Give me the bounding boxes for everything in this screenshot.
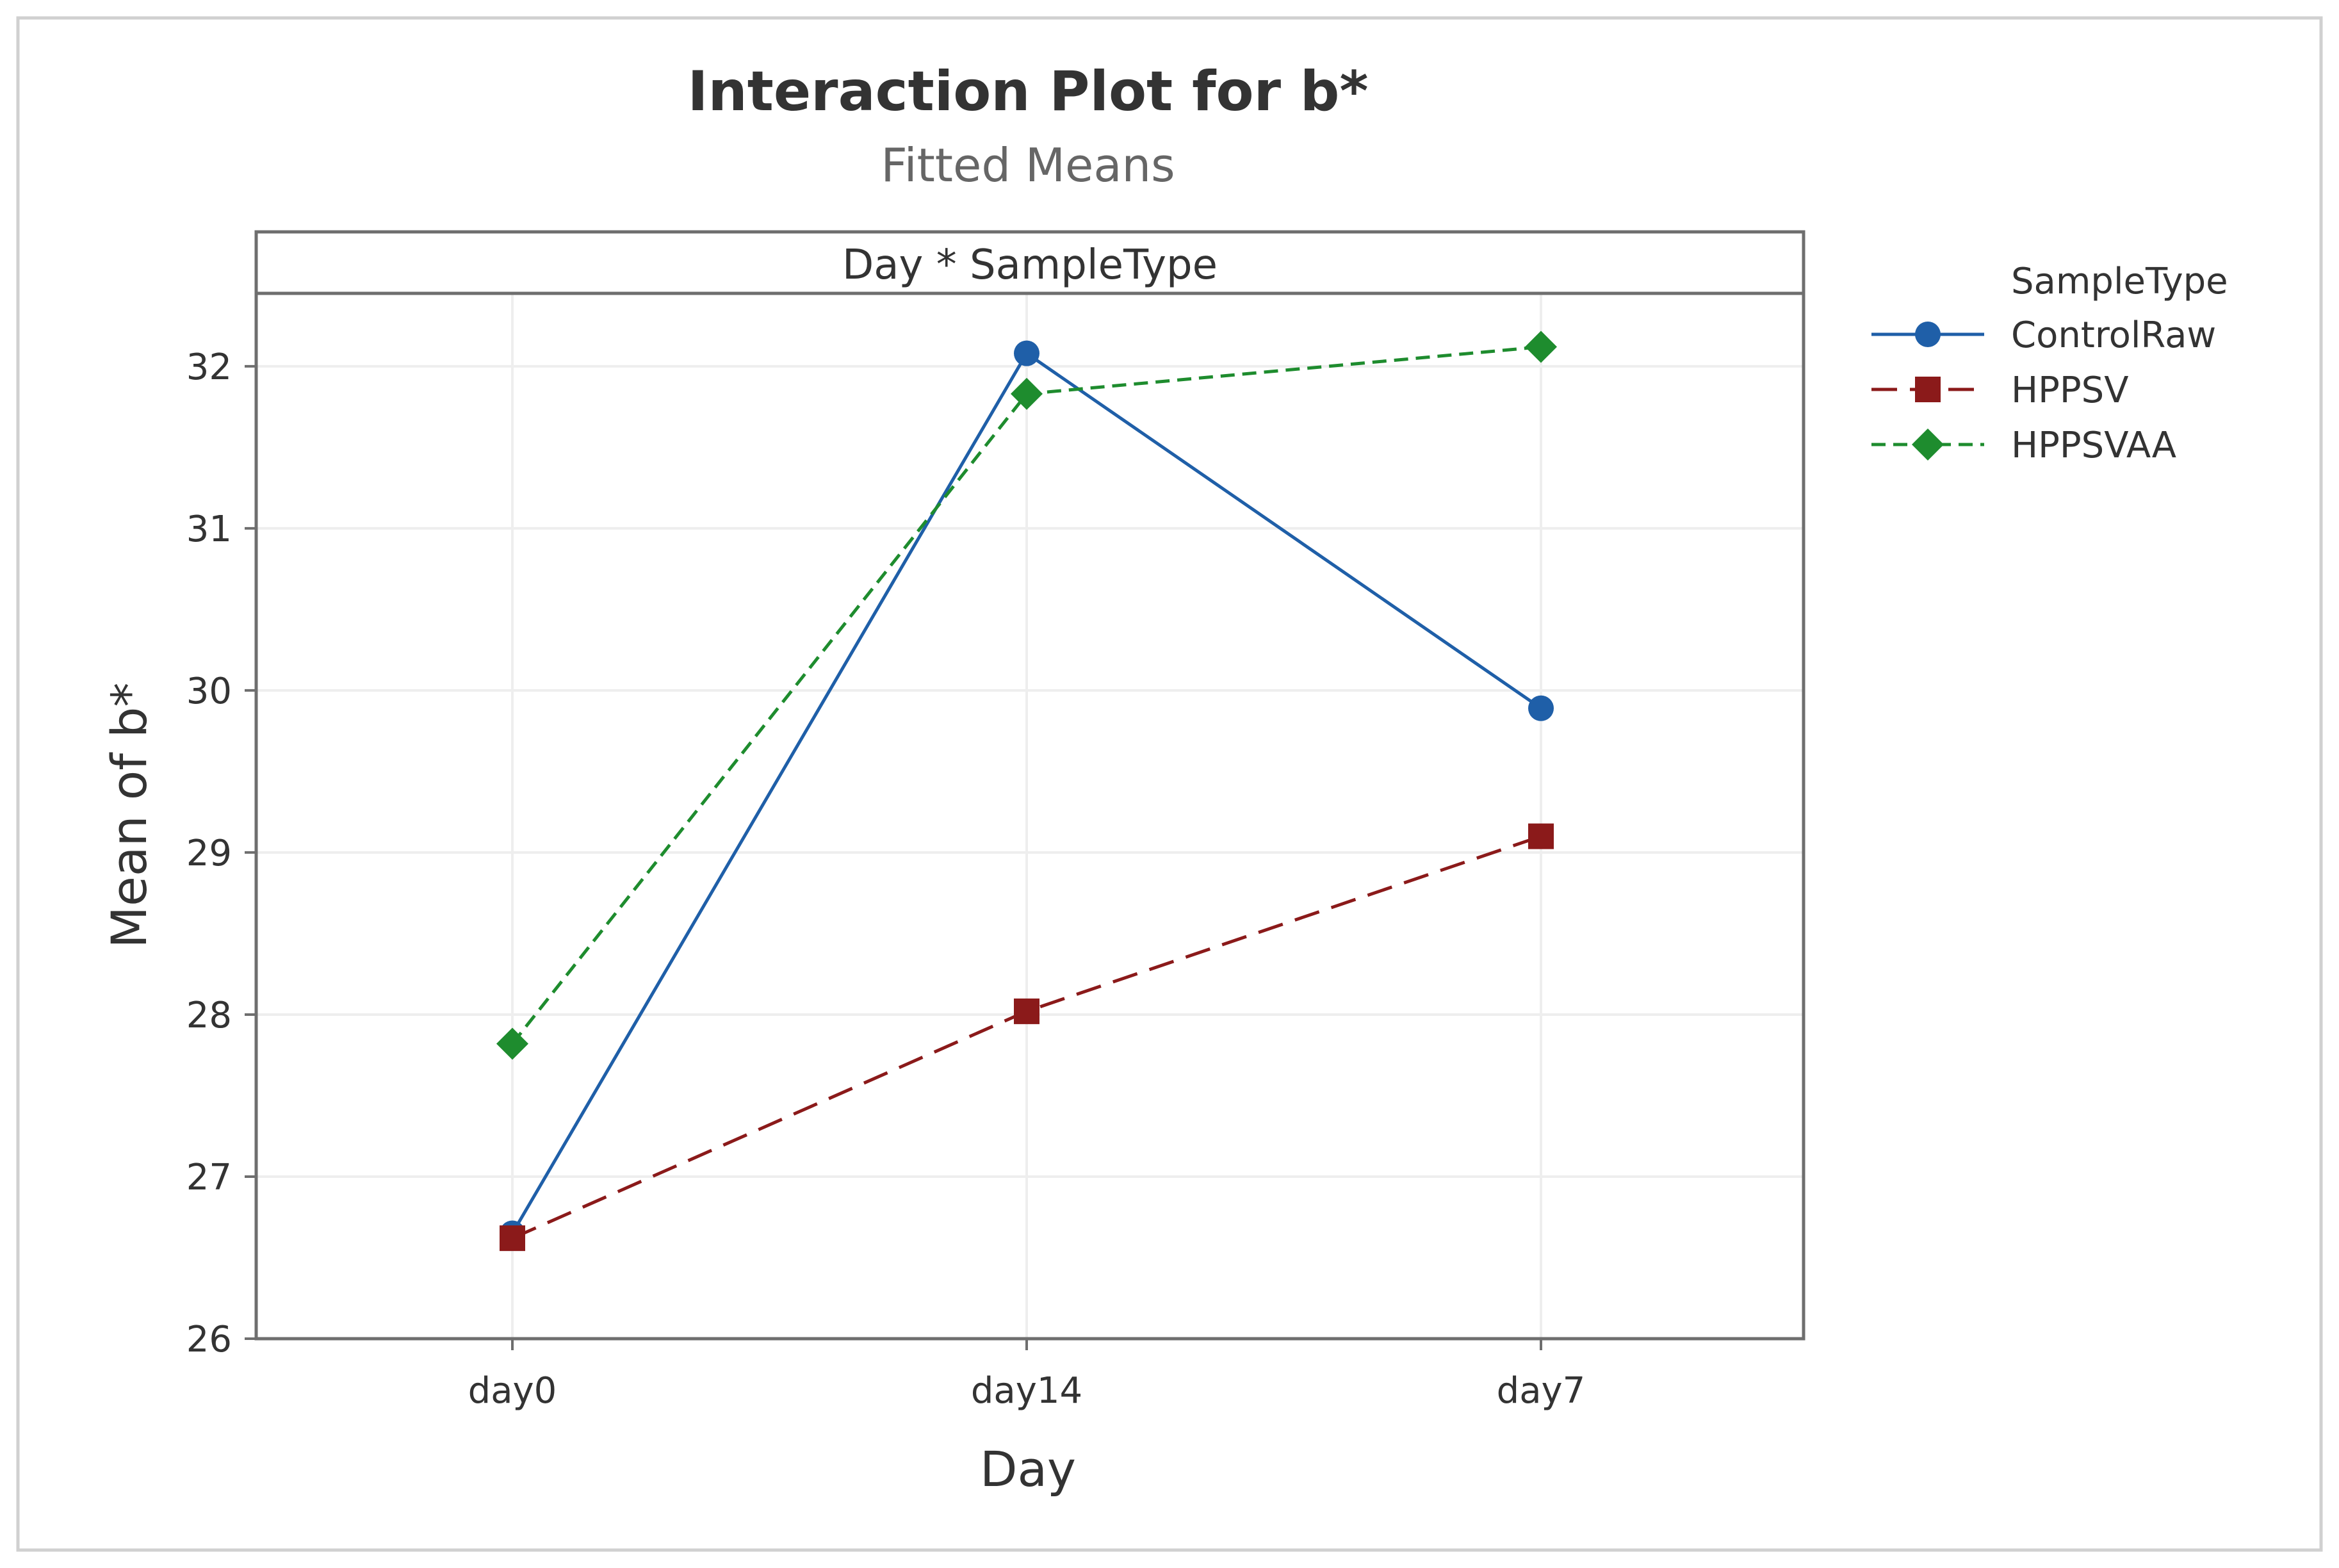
y-tick-label: 32 [186, 347, 232, 388]
legend-title: SampleType [2011, 261, 2228, 302]
legend-marker-hppsvaa [1912, 429, 1944, 461]
series [496, 331, 1557, 1252]
gridlines [256, 293, 1804, 1339]
x-tick-label: day7 [1497, 1370, 1586, 1412]
axes: 26 27 28 29 30 31 32 day0 day14 day7 [186, 347, 1586, 1412]
data-point-controlraw [1528, 695, 1554, 721]
y-tick-label: 27 [186, 1157, 232, 1198]
x-tick-label: day0 [468, 1370, 557, 1412]
y-tick-label: 28 [186, 995, 232, 1036]
data-point-hppsv [500, 1225, 525, 1252]
y-axis-label: Mean of b* [101, 683, 158, 949]
y-tick-label: 29 [186, 833, 232, 874]
data-point-controlraw [1014, 340, 1039, 366]
x-tick-label: day14 [971, 1370, 1082, 1412]
y-tick-label: 30 [186, 671, 232, 712]
legend-label-controlraw: ControlRaw [2011, 314, 2216, 356]
data-point-hppsvaa [496, 1027, 528, 1060]
legend-label-hppsv: HPPSV [2011, 370, 2129, 411]
legend: SampleType ControlRaw HPPSV HPPSVAA [1871, 261, 2228, 466]
panel-label: Day * SampleType [842, 241, 1218, 289]
data-point-hppsv [1014, 998, 1039, 1024]
y-tick-label: 26 [186, 1319, 232, 1360]
plot-frame [254, 291, 1805, 1341]
legend-label-hppsvaa: HPPSVAA [2011, 425, 2176, 466]
chart-subtitle: Fitted Means [881, 138, 1175, 192]
y-tick-label: 31 [186, 509, 232, 550]
x-axis-label: Day [980, 1441, 1076, 1498]
chart-title: Interaction Plot for b* [688, 60, 1369, 124]
data-point-hppsvaa [1525, 331, 1557, 363]
legend-marker-controlraw [1915, 322, 1941, 347]
data-point-hppsvaa [1011, 377, 1043, 410]
data-point-hppsv [1528, 823, 1554, 849]
plot-area: Day * SampleType 26 27 28 29 30 31 32 day0 day14… [186, 230, 1805, 1412]
legend-marker-hppsv [1915, 377, 1941, 402]
